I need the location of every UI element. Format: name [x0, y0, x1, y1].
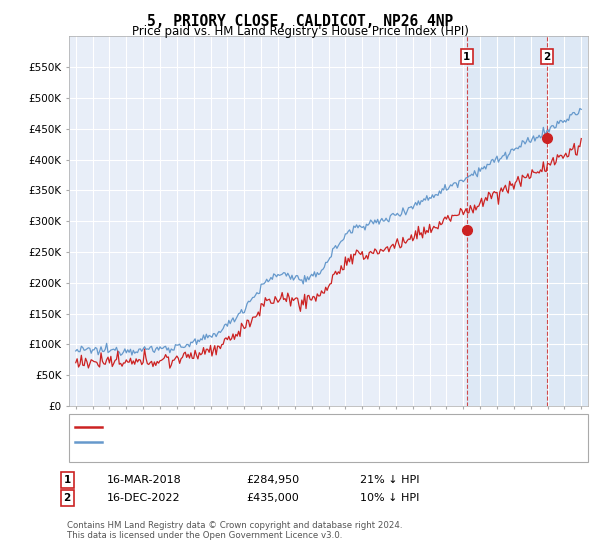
- Text: £435,000: £435,000: [246, 493, 299, 503]
- Text: Contains HM Land Registry data © Crown copyright and database right 2024.
This d: Contains HM Land Registry data © Crown c…: [67, 521, 403, 540]
- Text: HPI: Average price, detached house, Monmouthshire: HPI: Average price, detached house, Monm…: [106, 437, 394, 447]
- Bar: [467, 36, 588, 406]
- Text: 21% ↓ HPI: 21% ↓ HPI: [360, 475, 419, 485]
- Text: 10% ↓ HPI: 10% ↓ HPI: [360, 493, 419, 503]
- Text: 5, PRIORY CLOSE, CALDICOT, NP26 4NP: 5, PRIORY CLOSE, CALDICOT, NP26 4NP: [147, 14, 453, 29]
- Text: 16-MAR-2018: 16-MAR-2018: [107, 475, 182, 485]
- Text: £284,950: £284,950: [246, 475, 299, 485]
- Text: 5, PRIORY CLOSE, CALDICOT, NP26 4NP (detached house): 5, PRIORY CLOSE, CALDICOT, NP26 4NP (det…: [106, 422, 422, 432]
- Text: 2: 2: [64, 493, 71, 503]
- Text: 1: 1: [64, 475, 71, 485]
- Text: Price paid vs. HM Land Registry's House Price Index (HPI): Price paid vs. HM Land Registry's House …: [131, 25, 469, 38]
- Text: 16-DEC-2022: 16-DEC-2022: [107, 493, 181, 503]
- Text: 2: 2: [543, 52, 551, 62]
- Text: 1: 1: [463, 52, 470, 62]
